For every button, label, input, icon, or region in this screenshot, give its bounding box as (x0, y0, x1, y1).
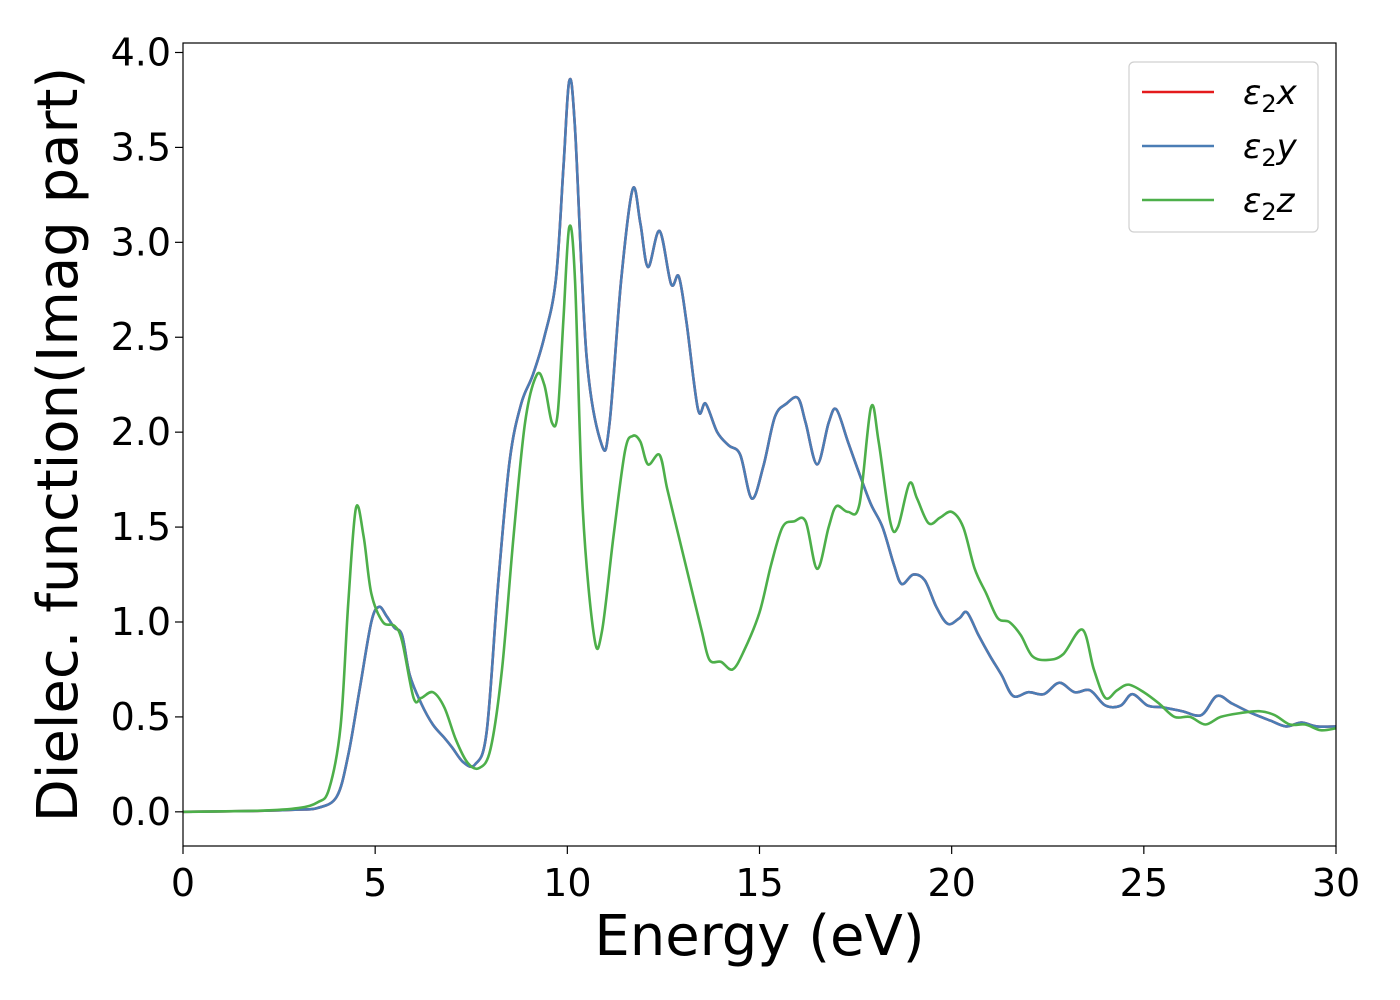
legend: ε2x ε2y ε2z (1128, 61, 1319, 233)
legend-box (1128, 61, 1319, 233)
y-tick-label: 1.5 (111, 505, 171, 549)
y-tick-label: 3.5 (111, 125, 171, 169)
x-axis-ticks: 0 5 10 15 20 25 30 (171, 846, 1360, 905)
legend-item-z: ε2z (1142, 181, 1296, 226)
y-tick-label: 1.0 (111, 600, 171, 644)
legend-label: ε2x (1243, 73, 1298, 118)
legend-item-x: ε2x (1142, 73, 1298, 118)
x-tick-label: 30 (1312, 861, 1360, 905)
y-tick-label: 0.0 (111, 790, 171, 834)
y-tick-label: 2.5 (111, 315, 171, 359)
legend-label: ε2y (1243, 127, 1298, 172)
x-tick-label: 10 (543, 861, 591, 905)
series-layer (183, 77, 1336, 814)
x-tick-label: 25 (1120, 861, 1168, 905)
x-tick-label: 5 (363, 861, 387, 905)
y-tick-label: 3.0 (111, 220, 171, 264)
y-axis-title: Dielec. function(Imag part) (26, 67, 91, 823)
legend-label: ε2z (1243, 181, 1296, 226)
series-line-z (183, 224, 1336, 814)
y-axis-ticks: 0.0 0.5 1.0 1.5 2.0 2.5 3.0 3.5 4.0 (111, 30, 183, 834)
y-tick-label: 2.0 (111, 410, 171, 454)
x-tick-label: 15 (735, 861, 783, 905)
x-tick-label: 20 (927, 861, 975, 905)
x-axis-title: Energy (eV) (594, 904, 924, 969)
y-tick-label: 0.5 (111, 695, 171, 739)
x-tick-label: 0 (171, 861, 195, 905)
y-tick-label: 4.0 (111, 30, 171, 74)
legend-item-y: ε2y (1142, 127, 1298, 172)
series-line-y (183, 77, 1336, 814)
